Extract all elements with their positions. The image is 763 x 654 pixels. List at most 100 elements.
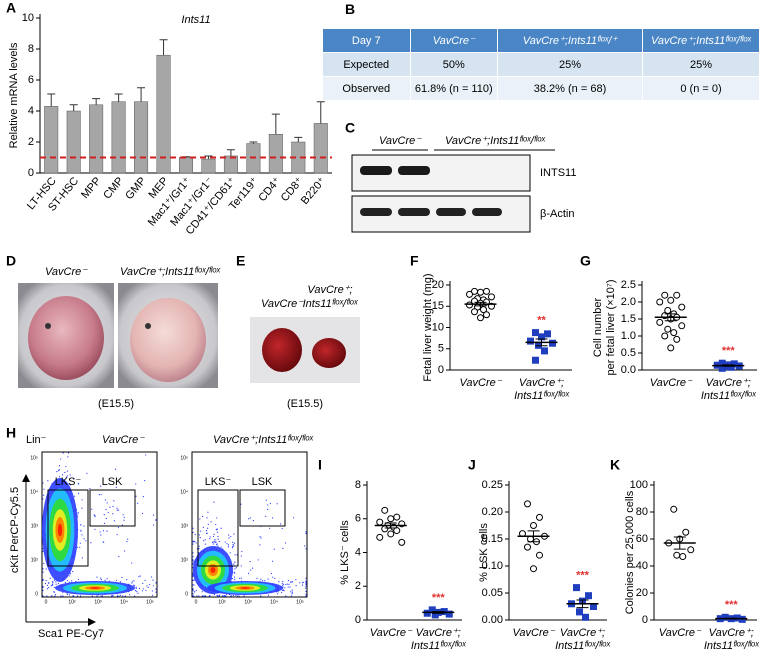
flow-event xyxy=(42,482,44,484)
y-tick-label: 0.25 xyxy=(482,479,503,491)
flow-event xyxy=(62,595,64,597)
flow-event xyxy=(131,562,133,564)
flow-event xyxy=(74,495,76,497)
y-tick-label: 0.00 xyxy=(482,614,503,626)
flow-event xyxy=(105,517,107,520)
flow-tick: 10³ xyxy=(94,599,102,605)
flow-event xyxy=(96,576,98,578)
flow-event xyxy=(83,525,85,527)
flow-tick: 10³ xyxy=(181,523,189,529)
flow-event xyxy=(195,542,197,544)
flow-event xyxy=(234,578,236,581)
data-point xyxy=(549,339,556,347)
table-header: VavCre⁺;Ints11ᶠˡᵒˣ/ᶠˡᵒˣ xyxy=(642,28,760,53)
data-point xyxy=(466,290,473,298)
flow-event xyxy=(96,595,98,597)
flow-event xyxy=(192,556,194,558)
chart-title: Ints11 xyxy=(181,14,210,26)
flow-event xyxy=(62,452,64,454)
data-point xyxy=(466,301,473,309)
flow-event xyxy=(194,533,196,536)
bar xyxy=(179,157,193,174)
flow-event xyxy=(131,581,133,583)
flow-event xyxy=(144,479,146,482)
y-axis-label: Relative mRNA levels xyxy=(8,42,20,148)
data-point xyxy=(667,296,675,304)
panel-label: B xyxy=(345,1,356,17)
flow-event xyxy=(192,584,194,586)
gate-label: LKS⁻ xyxy=(205,476,232,488)
flow-event xyxy=(233,533,235,535)
flow-event xyxy=(272,517,274,519)
data-point xyxy=(585,592,592,600)
flow-event xyxy=(215,523,217,526)
flow-event xyxy=(145,454,147,456)
flow-event xyxy=(90,542,92,544)
flow-event xyxy=(205,532,208,534)
plot-title: VavCre⁻ xyxy=(102,434,145,446)
flow-event xyxy=(89,487,91,490)
flow-event xyxy=(147,586,149,589)
flow-tick: 0 xyxy=(195,599,198,605)
flow-event xyxy=(155,582,157,584)
flow-event xyxy=(51,595,53,597)
flow-event xyxy=(106,502,108,504)
embryo-eye xyxy=(145,323,151,329)
embryo xyxy=(130,298,206,382)
flow-event xyxy=(46,588,49,590)
x-tick-label: VavCre⁻ xyxy=(659,627,702,639)
flow-tick: 0 xyxy=(45,599,48,605)
liver xyxy=(312,338,346,368)
flow-event xyxy=(104,579,106,581)
flow-event xyxy=(85,540,87,542)
data-point xyxy=(576,608,583,616)
flow-event xyxy=(283,589,285,592)
flow-event xyxy=(231,547,234,549)
flow-event xyxy=(66,470,69,472)
error-bar xyxy=(92,98,101,105)
flow-event xyxy=(204,595,206,597)
flow-event xyxy=(234,572,236,574)
table-cell: 0 (n = 0) xyxy=(642,76,760,101)
flow-tick: 0 xyxy=(185,591,188,597)
data-point xyxy=(471,308,478,316)
flow-event xyxy=(43,562,45,565)
flow-event xyxy=(119,581,122,583)
genotype-table: Day 7 VavCre⁻ VavCre⁺;Ints11ᶠˡᵒˣ/⁺ VavCr… xyxy=(322,28,760,101)
flow-event xyxy=(66,475,68,477)
flow-event xyxy=(234,561,236,563)
flow-event xyxy=(42,586,44,588)
data-point xyxy=(483,287,490,295)
flow-event xyxy=(119,594,122,596)
bar xyxy=(313,123,328,174)
error-bar xyxy=(47,93,56,107)
panel-label: H xyxy=(6,425,16,441)
flow-event xyxy=(236,595,238,597)
flow-event xyxy=(102,530,105,532)
flow-event xyxy=(42,589,44,592)
data-point xyxy=(667,344,675,352)
flow-event xyxy=(192,564,194,566)
flow-event xyxy=(305,582,307,584)
flow-event xyxy=(72,570,74,573)
error-bar xyxy=(725,617,738,620)
error-bar xyxy=(316,101,325,124)
flow-event xyxy=(282,547,284,550)
flow-event xyxy=(285,583,287,586)
flow-event xyxy=(229,552,231,554)
blot-band xyxy=(360,208,392,216)
flow-event xyxy=(105,508,107,511)
flow-event xyxy=(152,579,154,581)
flow-event xyxy=(265,499,267,501)
flow-event xyxy=(305,595,307,597)
data-point xyxy=(670,329,678,337)
flow-event xyxy=(267,594,270,596)
flow-event xyxy=(241,550,243,553)
flow-event xyxy=(204,539,206,541)
flow-event xyxy=(77,578,80,580)
flow-event xyxy=(228,537,230,539)
flow-event xyxy=(116,534,118,536)
flow-event xyxy=(106,578,108,580)
